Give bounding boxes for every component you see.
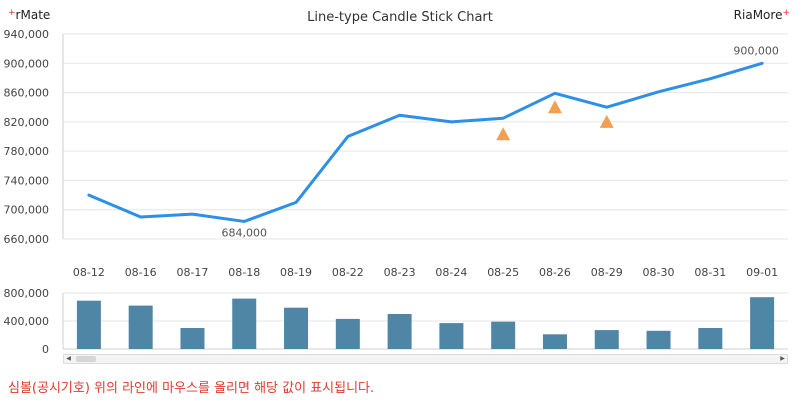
plus-icon: + <box>8 8 16 18</box>
price-y-tick-label: 900,000 <box>4 57 50 70</box>
x-tick-label: 08-24 <box>435 266 467 279</box>
volume-bar[interactable] <box>128 305 153 349</box>
x-tick-label: 08-16 <box>125 266 157 279</box>
price-y-tick-label: 820,000 <box>4 116 50 129</box>
x-tick-label: 08-22 <box>332 266 364 279</box>
x-tick-label: 08-12 <box>73 266 105 279</box>
volume-bar[interactable] <box>180 328 205 349</box>
volume-bar[interactable] <box>76 300 101 349</box>
disclosure-triangle-marker[interactable] <box>599 114 614 128</box>
volume-bar[interactable] <box>594 330 619 349</box>
volume-bar[interactable] <box>542 334 567 349</box>
hint-text: 심볼(공시기호) 위의 라인에 마우스를 올리면 해당 값이 표시됩니다. <box>8 381 375 396</box>
volume-bar[interactable] <box>439 323 464 349</box>
price-y-tick-label: 660,000 <box>4 233 50 246</box>
scroll-left-arrow-icon[interactable]: ◀ <box>66 355 71 362</box>
price-y-tick-label: 780,000 <box>4 145 50 158</box>
price-line-series[interactable] <box>87 61 764 223</box>
brand-logo-right: RiaMore+ <box>734 8 790 22</box>
price-data-label: 900,000 <box>733 44 779 57</box>
brand-logo-left: +rMate <box>8 8 50 22</box>
price-y-tick-label: 860,000 <box>4 87 50 100</box>
price-y-tick-label: 940,000 <box>4 28 50 41</box>
disclosure-triangle-marker[interactable] <box>496 127 511 141</box>
brand-left-text: rMate <box>15 8 51 22</box>
disclosure-triangle-marker[interactable] <box>547 100 562 114</box>
volume-bar[interactable] <box>335 318 360 349</box>
price-y-tick-label: 740,000 <box>4 174 50 187</box>
x-tick-label: 08-25 <box>487 266 519 279</box>
plus-icon: + <box>782 8 790 18</box>
horizontal-scrollbar[interactable]: ◀ ▶ <box>63 354 788 364</box>
brand-right-text: RiaMore <box>733 8 783 22</box>
x-tick-label: 08-17 <box>176 266 208 279</box>
price-y-tick-label: 700,000 <box>4 204 50 217</box>
scroll-right-arrow-icon[interactable]: ▶ <box>780 355 785 362</box>
volume-bar[interactable] <box>750 297 775 349</box>
price-data-label: 684,000 <box>222 226 268 239</box>
x-tick-label: 08-30 <box>643 266 675 279</box>
chart-title: Line-type Candle Stick Chart <box>307 10 493 25</box>
volume-y-tick-label: 400,000 <box>4 315 50 328</box>
x-tick-label: 08-23 <box>384 266 416 279</box>
x-tick-label: 08-26 <box>539 266 571 279</box>
volume-bar[interactable] <box>698 328 723 349</box>
scroll-thumb[interactable] <box>76 356 96 362</box>
x-tick-label: 08-19 <box>280 266 312 279</box>
x-tick-label: 08-29 <box>591 266 623 279</box>
volume-bar[interactable] <box>232 298 257 349</box>
x-tick-label: 08-18 <box>228 266 260 279</box>
volume-bar[interactable] <box>646 330 671 349</box>
volume-y-tick-label: 800,000 <box>4 287 50 300</box>
x-tick-label: 08-31 <box>694 266 726 279</box>
volume-bar[interactable] <box>491 321 516 349</box>
volume-bar[interactable] <box>284 307 309 349</box>
x-tick-label: 09-01 <box>746 266 778 279</box>
volume-y-tick-label: 0 <box>42 343 49 356</box>
volume-bar[interactable] <box>387 314 412 349</box>
